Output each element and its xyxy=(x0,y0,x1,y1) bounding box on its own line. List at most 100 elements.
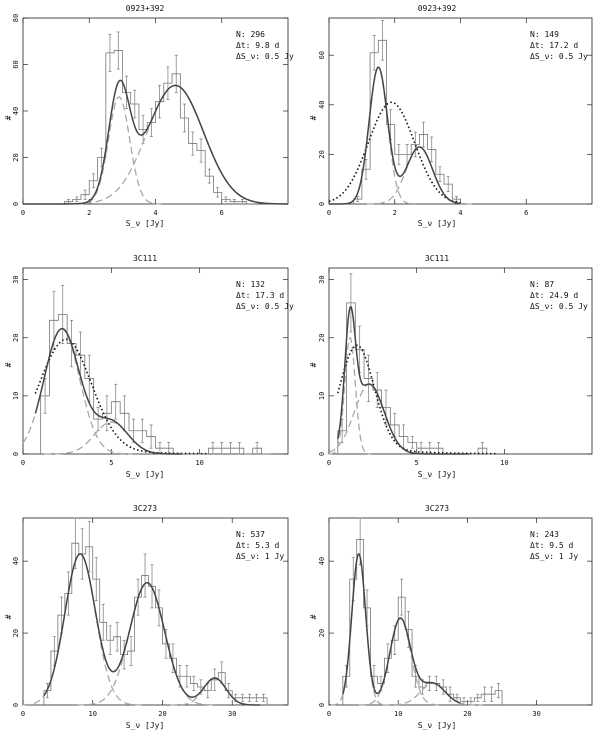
x-tick-label: 0 xyxy=(21,710,25,718)
annotation-ds: ΔS_ν: 0.5 Jy xyxy=(530,302,588,311)
annotation-n: N: 537 xyxy=(236,530,265,539)
annotation-dt: Δt: 17.2 d xyxy=(530,41,578,50)
unimodal-fit xyxy=(328,101,461,204)
sum-fit xyxy=(34,327,183,455)
y-tick-label: 20 xyxy=(12,153,20,161)
sum-fit xyxy=(342,553,461,704)
y-tick-label: 10 xyxy=(12,392,20,400)
x-axis-label: S_ν [Jy] xyxy=(418,219,457,228)
component-gaussian xyxy=(76,96,162,205)
sum-fit xyxy=(23,79,289,205)
x-tick-label: 10 xyxy=(500,459,508,467)
chart-panel-3c111-right: 3C111 N: 87 Δt: 24.9 d ΔS_ν: 0.5 Jy S_ν … xyxy=(309,254,593,479)
sum-fit xyxy=(43,553,261,706)
x-tick-label: 0 xyxy=(327,459,331,467)
component-gaussian xyxy=(62,84,289,205)
sum-fit xyxy=(329,66,461,205)
x-axis-label: S_ν [Jy] xyxy=(126,470,165,479)
x-tick-label: 0 xyxy=(21,209,25,217)
component-gaussian xyxy=(329,337,372,455)
y-tick-label: 60 xyxy=(12,60,20,68)
unimodal-fit xyxy=(34,338,209,455)
panel-title: 3C273 xyxy=(133,504,157,513)
chart-panel-0923-392-right: 0923+392 N: 149 Δt: 17.2 d ΔS_ν: 0.5 Jy … xyxy=(309,4,593,228)
y-tick-label: 10 xyxy=(318,392,326,400)
annotation-n: N: 296 xyxy=(236,30,265,39)
histogram-bars xyxy=(43,542,268,705)
histogram-bars xyxy=(353,39,461,204)
annotation-ds: ΔS_ν: 0.5 Jy xyxy=(236,302,294,311)
y-tick-label: 20 xyxy=(318,629,326,637)
component-gaussian xyxy=(341,66,416,205)
annotation-dt: Δt: 9.8 d xyxy=(236,41,280,50)
x-axis-label: S_ν [Jy] xyxy=(418,721,457,730)
x-tick-label: 4 xyxy=(153,209,157,217)
chart-panel-3c273-left: 3C273 N: 537 Δt: 5.3 d ΔS_ν: 1 Jy S_ν [J… xyxy=(4,504,289,730)
y-tick-label: 0 xyxy=(12,452,20,456)
annotation-ds: ΔS_ν: 1 Jy xyxy=(530,552,578,561)
x-tick-label: 30 xyxy=(228,710,236,718)
annotation-dt: Δt: 9.5 d xyxy=(530,541,574,550)
y-tick-label: 40 xyxy=(318,101,326,109)
x-tick-label: 0 xyxy=(327,710,331,718)
y-tick-label: 0 xyxy=(318,202,326,206)
annotation-dt: Δt: 17.3 d xyxy=(236,291,284,300)
chart-panel-3c273-right: 3C273 N: 243 Δt: 9.5 d ΔS_ν: 1 Jy S_ν [J… xyxy=(309,504,593,730)
histogram-bars xyxy=(40,314,271,455)
y-axis-label: # xyxy=(309,115,318,120)
panel-title: 3C111 xyxy=(133,254,157,263)
y-axis-label: # xyxy=(4,115,13,120)
annotation-n: N: 87 xyxy=(530,280,554,289)
component-gaussian xyxy=(22,328,133,455)
histogram-bars xyxy=(337,302,496,455)
panel-title: 0923+392 xyxy=(418,4,457,13)
y-axis-label: # xyxy=(309,614,318,619)
component-gaussian xyxy=(77,582,217,706)
annotation-n: N: 243 xyxy=(530,530,559,539)
x-tick-label: 4 xyxy=(458,209,462,217)
y-tick-label: 0 xyxy=(318,452,326,456)
y-axis-label: # xyxy=(4,614,13,619)
y-tick-label: 60 xyxy=(318,51,326,59)
chart-panel-3c111-left: 3C111 N: 132 Δt: 17.3 d ΔS_ν: 0.5 Jy S_ν… xyxy=(4,254,294,479)
y-axis-label: # xyxy=(309,362,318,367)
x-tick-label: 6 xyxy=(220,209,224,217)
plot-frame xyxy=(22,267,289,455)
y-tick-label: 40 xyxy=(12,557,20,565)
panel-title: 3C111 xyxy=(425,254,449,263)
annotation-dt: Δt: 24.9 d xyxy=(530,291,578,300)
y-tick-label: 0 xyxy=(12,703,20,707)
annotation-dt: Δt: 5.3 d xyxy=(236,541,280,550)
x-tick-label: 0 xyxy=(327,209,331,217)
y-tick-label: 30 xyxy=(12,275,20,283)
x-axis-label: S_ν [Jy] xyxy=(126,219,165,228)
x-tick-label: 5 xyxy=(415,459,419,467)
component-gaussian xyxy=(331,553,387,706)
panel-title: 3C273 xyxy=(425,504,449,513)
x-tick-label: 2 xyxy=(393,209,397,217)
component-gaussian xyxy=(366,146,473,205)
unimodal-fit xyxy=(336,344,496,455)
plot-frame xyxy=(328,517,593,706)
panel-title: 0923+392 xyxy=(126,4,165,13)
y-tick-label: 20 xyxy=(318,150,326,158)
y-axis-label: # xyxy=(4,362,13,367)
x-tick-label: 0 xyxy=(21,459,25,467)
x-tick-label: 30 xyxy=(532,710,540,718)
y-tick-label: 20 xyxy=(12,334,20,342)
y-tick-label: 20 xyxy=(318,334,326,342)
y-tick-label: 80 xyxy=(12,14,20,22)
annotation-ds: ΔS_ν: 0.5 Jy xyxy=(236,52,294,61)
y-tick-label: 20 xyxy=(12,629,20,637)
chart-panel-0923-392-left: 0923+392 N: 296 Δt: 9.8 d ΔS_ν: 0.5 Jy S… xyxy=(4,4,294,228)
component-gaussian xyxy=(328,383,429,455)
annotation-ds: ΔS_ν: 1 Jy xyxy=(236,552,284,561)
x-tick-label: 6 xyxy=(524,209,528,217)
x-tick-label: 20 xyxy=(463,710,471,718)
x-tick-label: 10 xyxy=(195,459,203,467)
plot-frame xyxy=(22,517,289,706)
y-tick-label: 0 xyxy=(12,202,20,206)
annotation-n: N: 132 xyxy=(236,280,265,289)
x-tick-label: 2 xyxy=(87,209,91,217)
component-gaussian xyxy=(358,618,442,706)
